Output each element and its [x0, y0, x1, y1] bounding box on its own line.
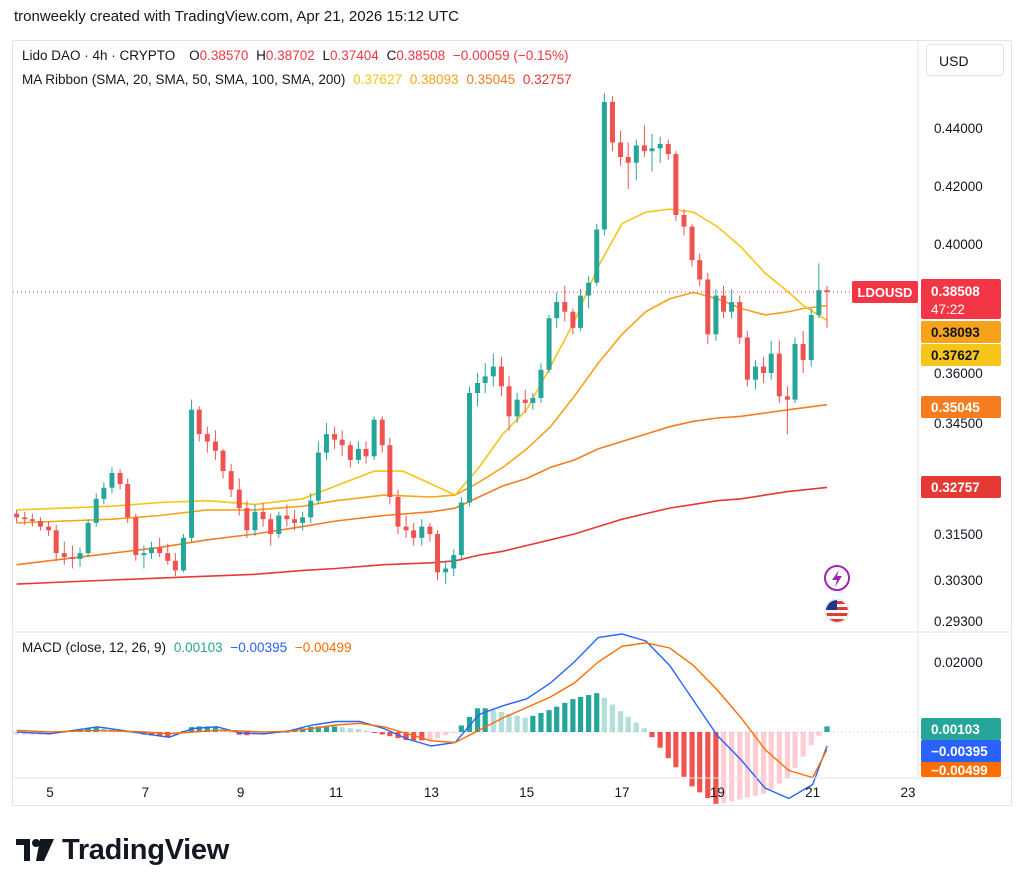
ma200-value: 0.32757 [522, 72, 572, 87]
attribution-text: tronweekly created with TradingView.com,… [14, 8, 459, 25]
macd-signal-value: −0.00499 [294, 640, 352, 655]
chart-frame [12, 40, 1012, 806]
ma100-value: 0.35045 [466, 72, 516, 87]
ma-ribbon-title[interactable]: MA Ribbon (SMA, 20, SMA, 50, SMA, 100, S… [22, 72, 346, 87]
high-label: H [256, 48, 266, 63]
close-label: C [386, 48, 397, 63]
symbol-name[interactable]: Lido DAO · 4h · CRYPTO [22, 48, 176, 63]
low-value: 0.37404 [330, 48, 379, 63]
macd-line-value: −0.00395 [230, 640, 288, 655]
tradingview-logo[interactable]: TradingView [16, 832, 229, 868]
tradingview-logo-text: TradingView [62, 833, 229, 866]
close-value: 0.38508 [396, 48, 446, 63]
macd-hist-value: 0.00103 [173, 640, 223, 655]
tradingview-logo-icon [16, 839, 54, 861]
low-label: L [322, 48, 331, 63]
ma-ribbon-legend: MA Ribbon (SMA, 20, SMA, 50, SMA, 100, S… [22, 72, 576, 87]
open-label: O [189, 48, 200, 63]
open-value: 0.38570 [199, 48, 249, 63]
high-value: 0.38702 [265, 48, 315, 63]
symbol-legend: Lido DAO · 4h · CRYPTO O0.38570 H0.38702… [22, 48, 573, 63]
ma20-value: 0.37627 [353, 72, 402, 87]
ma50-value: 0.38093 [409, 72, 459, 87]
macd-title[interactable]: MACD (close, 12, 26, 9) [22, 640, 167, 655]
change-value: −0.00059 (−0.15%) [452, 48, 569, 63]
macd-legend: MACD (close, 12, 26, 9) 0.00103 −0.00395… [22, 640, 356, 655]
currency-button[interactable]: USD [926, 44, 1004, 76]
